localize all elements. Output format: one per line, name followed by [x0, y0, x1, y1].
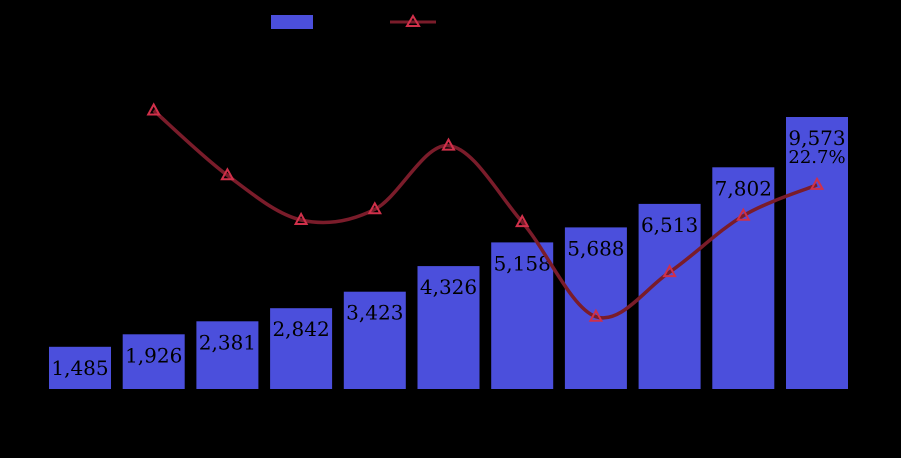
- bar: [343, 291, 406, 389]
- triangle-marker-icon: [441, 137, 456, 151]
- bar-value-label: 6,513: [641, 213, 698, 237]
- bar-value-label: 2,842: [272, 317, 329, 341]
- bar-value-label: 1,926: [125, 343, 182, 367]
- legend: [271, 14, 436, 29]
- line-value-label: 22.7%: [788, 147, 845, 168]
- bar: [564, 227, 627, 389]
- bar: [638, 203, 701, 389]
- bar: [786, 117, 848, 389]
- bar: [196, 321, 259, 389]
- bar: [122, 334, 185, 389]
- bar: [417, 266, 480, 389]
- growth-line: [152, 109, 818, 320]
- bar-value-label: 2,381: [199, 330, 256, 354]
- bar-value-label: 5,688: [567, 236, 624, 260]
- triangle-marker-icon: [293, 211, 309, 225]
- bar: [712, 167, 775, 389]
- bar-series: 1,485 1,926 2,381 2,842 3,423 4,326 5,158 5,688…: [49, 117, 848, 389]
- triangle-marker-icon: [367, 201, 382, 215]
- bar-value-label: 1,485: [51, 356, 108, 380]
- legend-bar-swatch: [271, 15, 313, 29]
- triangle-marker-icon: [662, 264, 677, 278]
- bar: [49, 346, 111, 389]
- bar-value-label: 5,158: [494, 251, 551, 275]
- line-series: 22.7%: [146, 102, 846, 322]
- triangle-marker-icon: [220, 167, 235, 181]
- bar-value-label: 3,423: [346, 301, 403, 325]
- bar-value-label: 9,573: [788, 126, 845, 150]
- triangle-marker-icon: [736, 207, 751, 221]
- triangle-marker-icon: [809, 176, 825, 190]
- triangle-marker-icon: [588, 308, 604, 322]
- bar: [491, 242, 554, 389]
- triangle-marker-icon: [515, 214, 530, 228]
- triangle-marker-icon: [146, 102, 161, 116]
- bar-value-label: 4,326: [420, 275, 477, 299]
- bar: [270, 308, 333, 389]
- legend-triangle-icon: [405, 14, 421, 27]
- bar-value-label: 7,802: [715, 176, 772, 200]
